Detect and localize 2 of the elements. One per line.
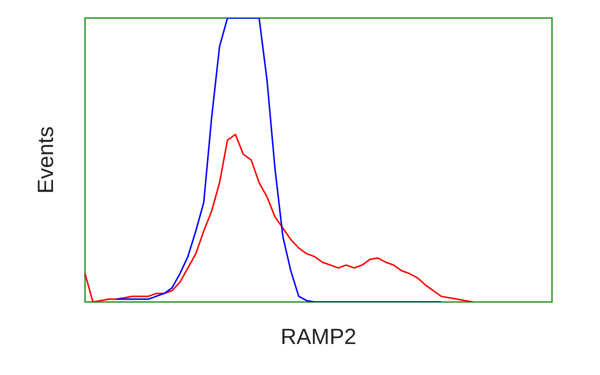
x-axis-title: RAMP2 bbox=[280, 324, 356, 350]
y-axis-title: Events bbox=[33, 126, 58, 194]
